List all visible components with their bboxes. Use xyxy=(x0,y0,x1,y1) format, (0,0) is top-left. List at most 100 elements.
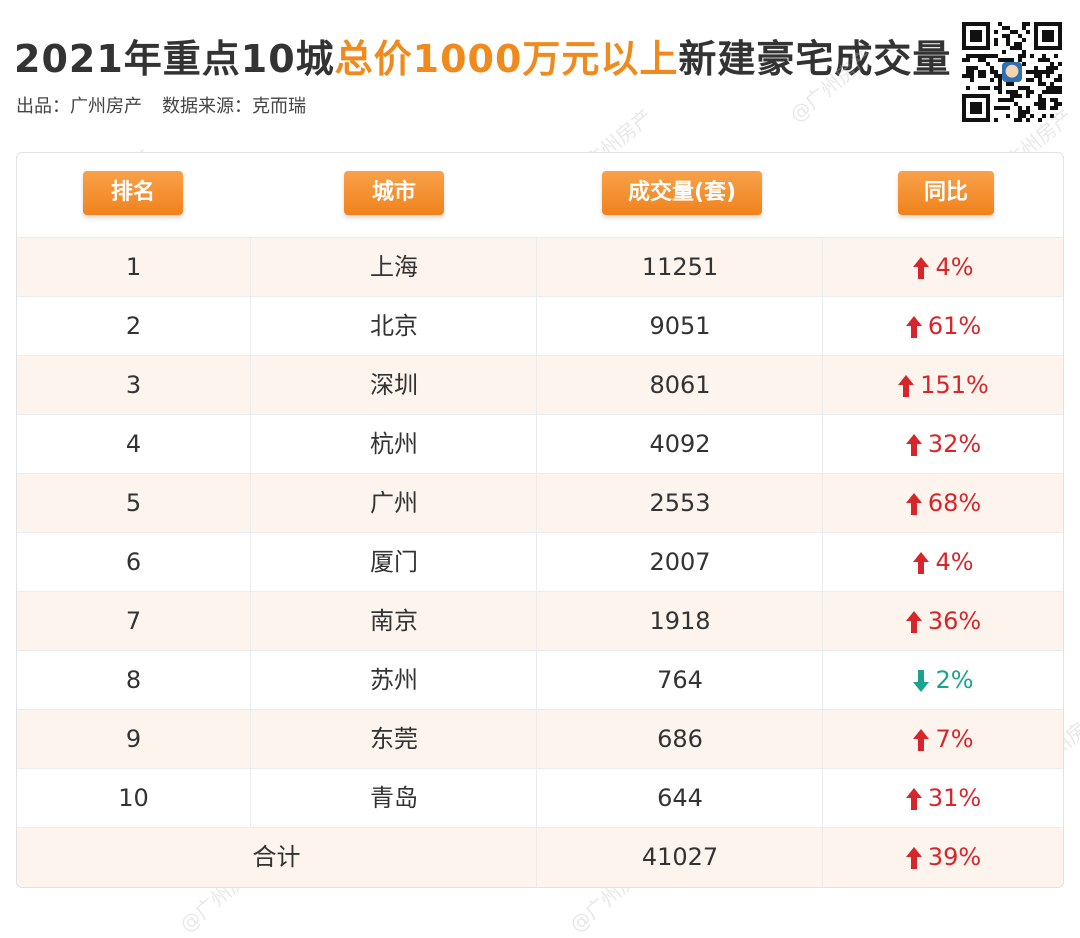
city-cell: 青岛 xyxy=(250,769,537,828)
yoy-cell: 68% xyxy=(822,474,1063,533)
rank-cell: 3 xyxy=(125,371,142,399)
yoy-value: 2% xyxy=(935,666,974,694)
source-line: 出品：广州房产 数据来源：克而瑞 xyxy=(16,92,306,118)
table-row: 1 上海 11251 4% xyxy=(17,237,1063,297)
table-row: 4 杭州 4092 32% xyxy=(17,414,1063,474)
table-row: 3 深圳 8061 151% xyxy=(17,355,1063,415)
yoy-cell: 32% xyxy=(822,415,1063,474)
table-row: 9 东莞 686 7% xyxy=(17,709,1063,769)
volume-cell: 2007 xyxy=(536,533,823,592)
city-cell: 上海 xyxy=(250,238,537,297)
total-yoy-value: 39% xyxy=(927,843,982,871)
header-city: 城市 xyxy=(250,171,536,215)
arrow-up-icon xyxy=(905,315,922,338)
city-cell: 杭州 xyxy=(250,415,537,474)
arrow-up-icon xyxy=(913,728,930,751)
arrow-up-icon xyxy=(905,492,922,515)
yoy-cell: 7% xyxy=(822,710,1063,769)
volume-cell: 1918 xyxy=(536,592,823,651)
total-label: 合计 xyxy=(252,843,301,871)
yoy-value: 4% xyxy=(935,548,974,576)
total-yoy-cell: 39% xyxy=(822,828,1063,887)
total-volume: 41027 xyxy=(536,828,823,887)
yoy-change: 7% xyxy=(913,710,974,769)
title-part1: 2021年重点10城 xyxy=(14,37,335,81)
header-volume: 成交量(套) xyxy=(536,171,822,215)
page-title: 2021年重点10城总价1000万元以上新建豪宅成交量 xyxy=(14,28,951,83)
volume-cell: 11251 xyxy=(536,238,823,297)
rank-cell: 4 xyxy=(125,430,142,458)
rank-cell: 6 xyxy=(125,548,142,576)
city-cell: 厦门 xyxy=(250,533,537,592)
yoy-cell: 61% xyxy=(822,297,1063,356)
rank-cell: 1 xyxy=(125,253,142,281)
yoy-value: 31% xyxy=(927,784,982,812)
header-rank: 排名 xyxy=(17,171,250,215)
volume-cell: 4092 xyxy=(536,415,823,474)
total-yoy-change: 39% xyxy=(905,828,982,887)
yoy-change: 68% xyxy=(905,474,982,533)
yoy-cell: 4% xyxy=(822,533,1063,592)
volume-cell: 9051 xyxy=(536,297,823,356)
table-row: 10 青岛 644 31% xyxy=(17,768,1063,828)
yoy-cell: 4% xyxy=(822,238,1063,297)
ranking-table: 排名 城市 成交量(套) 同比 1 上海 11251 4% 2 北京 9051 61% 3 深圳 8… xyxy=(16,152,1064,888)
arrow-up-icon xyxy=(913,551,930,574)
table-row: 5 广州 2553 68% xyxy=(17,473,1063,533)
table-row: 7 南京 1918 36% xyxy=(17,591,1063,651)
rank-cell: 9 xyxy=(125,725,142,753)
city-cell: 广州 xyxy=(250,474,537,533)
volume-cell: 2553 xyxy=(536,474,823,533)
total-row: 合计 41027 39% xyxy=(17,827,1063,887)
data-source-label: 数据来源：克而瑞 xyxy=(162,96,306,117)
table-row: 8 苏州 764 2% xyxy=(17,650,1063,710)
title-part2: 新建豪宅成交量 xyxy=(678,37,952,81)
title-highlight: 总价1000万元以上 xyxy=(334,37,679,81)
rank-cell: 8 xyxy=(125,666,142,694)
header-rank-label: 排名 xyxy=(83,171,183,215)
yoy-cell: 2% xyxy=(822,651,1063,710)
yoy-value: 68% xyxy=(927,489,982,517)
arrow-up-icon xyxy=(905,433,922,456)
yoy-value: 7% xyxy=(935,725,974,753)
table-row: 2 北京 9051 61% xyxy=(17,296,1063,356)
rank-cell: 10 xyxy=(118,784,149,812)
qr-code-icon xyxy=(962,22,1062,122)
yoy-cell: 36% xyxy=(822,592,1063,651)
city-cell: 南京 xyxy=(250,592,537,651)
table-row: 6 厦门 2007 4% xyxy=(17,532,1063,592)
yoy-change: 2% xyxy=(913,651,974,710)
yoy-value: 61% xyxy=(927,312,982,340)
yoy-change: 151% xyxy=(898,356,989,415)
yoy-value: 32% xyxy=(927,430,982,458)
arrow-up-icon xyxy=(898,374,915,397)
volume-cell: 686 xyxy=(536,710,823,769)
volume-cell: 764 xyxy=(536,651,823,710)
yoy-value: 36% xyxy=(927,607,982,635)
yoy-change: 4% xyxy=(913,533,974,592)
publisher-label: 出品：广州房产 xyxy=(16,96,142,117)
arrow-up-icon xyxy=(913,256,930,279)
yoy-change: 4% xyxy=(913,238,974,297)
volume-cell: 644 xyxy=(536,769,823,828)
city-cell: 苏州 xyxy=(250,651,537,710)
yoy-change: 61% xyxy=(905,297,982,356)
rank-cell: 5 xyxy=(125,489,142,517)
arrow-up-icon xyxy=(905,787,922,810)
arrow-down-icon xyxy=(913,669,930,692)
city-cell: 北京 xyxy=(250,297,537,356)
yoy-cell: 31% xyxy=(822,769,1063,828)
rank-cell: 2 xyxy=(125,312,142,340)
yoy-value: 4% xyxy=(935,253,974,281)
yoy-change: 32% xyxy=(905,415,982,474)
city-cell: 深圳 xyxy=(250,356,537,415)
rank-cell: 7 xyxy=(125,607,142,635)
yoy-change: 36% xyxy=(905,592,982,651)
city-cell: 东莞 xyxy=(250,710,537,769)
arrow-up-icon xyxy=(905,610,922,633)
header-volume-label: 成交量(套) xyxy=(602,171,762,215)
header-yoy-label: 同比 xyxy=(898,171,994,215)
volume-cell: 8061 xyxy=(536,356,823,415)
yoy-cell: 151% xyxy=(822,356,1063,415)
header-yoy: 同比 xyxy=(822,171,1063,215)
